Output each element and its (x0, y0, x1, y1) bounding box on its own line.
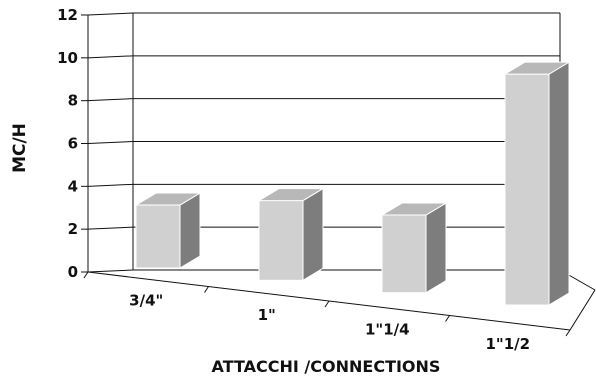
x-tick-mark (565, 329, 571, 337)
bars (134, 61, 571, 306)
y-axis-ticks: 0 2 4 6 8 10 12 (57, 6, 88, 281)
bar-side (179, 192, 201, 269)
y-tick-label: 6 (68, 135, 78, 153)
bar-3 (503, 61, 571, 306)
bar-1 (257, 187, 325, 282)
x-axis-categories: 3/4" 1" 1"1/4 1"1/2 (83, 271, 571, 353)
bar-top (134, 192, 202, 206)
gridline-side (87, 141, 134, 144)
bar-side (548, 61, 570, 306)
bar-front (381, 214, 427, 294)
y-tick-label: 2 (68, 220, 78, 238)
x-tick-label: 1"1/4 (365, 320, 410, 338)
gridline-side (87, 98, 134, 102)
y-tick-label: 8 (68, 92, 78, 110)
bar-front (258, 200, 304, 281)
x-tick-mark (445, 315, 450, 322)
x-tick-label: 1" (258, 306, 276, 324)
gridlines (87, 12, 560, 273)
gridline-side (87, 55, 134, 59)
x-axis-label: ATTACCHI /CONNECTIONS (212, 357, 441, 376)
x-tick-label: 3/4" (129, 291, 163, 309)
bar-top (380, 202, 448, 216)
bar-front (135, 204, 181, 269)
bar-top (257, 188, 325, 202)
bar-front (504, 73, 550, 306)
gridline-side (87, 226, 134, 230)
y-tick-label: 4 (68, 177, 78, 195)
y-tick-label: 10 (57, 49, 78, 67)
x-tick-mark (324, 300, 330, 308)
gridline-side (87, 183, 134, 187)
x-tick-mark (204, 286, 209, 293)
gridline-side (87, 12, 134, 16)
y-tick-label: 0 (68, 263, 78, 281)
gridline-side (87, 269, 134, 273)
bar-top (503, 61, 571, 75)
x-tick-mark (83, 271, 89, 279)
bar-side (425, 202, 447, 294)
x-tick-label: 1"1/2 (485, 335, 530, 353)
bar-0 (134, 192, 202, 269)
floor-corner-edge (569, 289, 596, 331)
bar-side (302, 187, 324, 282)
bar-2 (380, 202, 448, 294)
y-tick-label: 12 (57, 6, 78, 24)
y-axis-label: MC/H (10, 123, 30, 173)
